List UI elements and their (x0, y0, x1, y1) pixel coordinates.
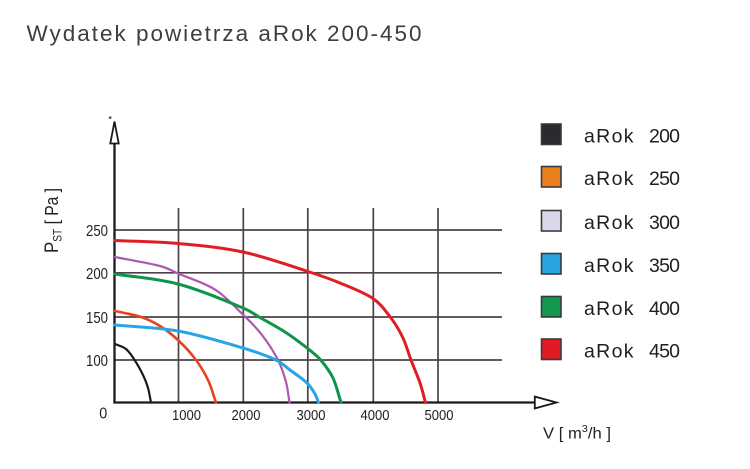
svg-text:0: 0 (99, 406, 107, 423)
svg-text:200: 200 (649, 126, 680, 148)
svg-text:aRok: aRok (584, 212, 634, 234)
svg-text:Wydatek powietrza aRok 200-450: Wydatek powietrza aRok 200-450 (27, 21, 422, 46)
svg-text:aRok: aRok (584, 168, 634, 190)
svg-text:aRok: aRok (584, 298, 634, 320)
svg-text:V [ m3/h ]: V [ m3/h ] (543, 423, 611, 443)
svg-text:400: 400 (649, 298, 680, 320)
svg-text:1000: 1000 (172, 408, 201, 424)
svg-text:2000: 2000 (232, 408, 261, 424)
svg-text:250: 250 (649, 168, 680, 190)
svg-text:aRok: aRok (584, 341, 634, 363)
svg-text:100: 100 (86, 353, 108, 370)
svg-text:4000: 4000 (361, 408, 390, 424)
svg-text:PST [ Pa ]: PST [ Pa ] (41, 188, 65, 253)
svg-text:5000: 5000 (425, 408, 454, 424)
svg-text:3000: 3000 (297, 408, 326, 424)
svg-text:150: 150 (86, 310, 108, 327)
svg-text:aRok: aRok (584, 255, 634, 277)
svg-text:250: 250 (86, 223, 108, 240)
svg-text:450: 450 (649, 341, 680, 363)
svg-text:200: 200 (86, 266, 108, 283)
svg-text:aRok: aRok (584, 126, 634, 148)
svg-text:300: 300 (649, 212, 680, 234)
svg-text:350: 350 (649, 255, 680, 277)
